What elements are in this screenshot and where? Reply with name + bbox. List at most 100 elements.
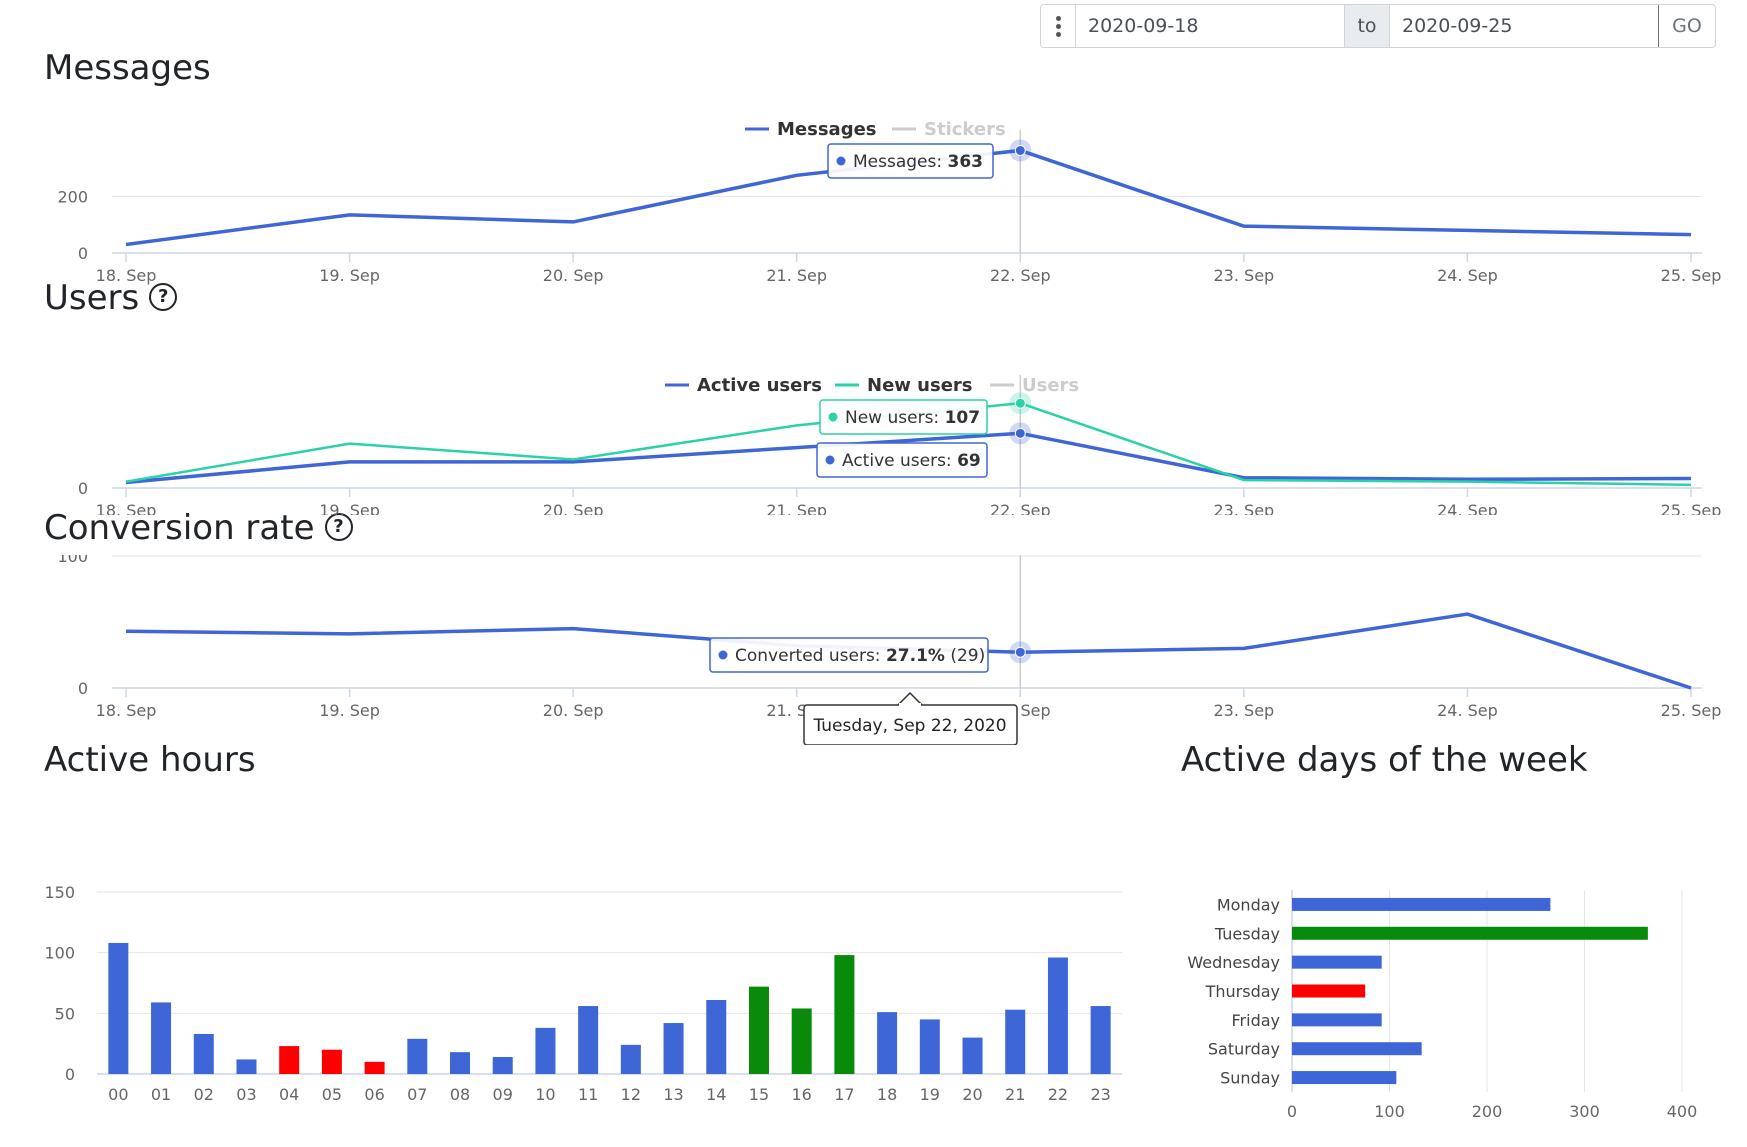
tooltip-label: Active users: bbox=[842, 451, 957, 471]
bar-hour-01 bbox=[151, 1002, 172, 1074]
x-tick-label: 05 bbox=[322, 1085, 342, 1104]
bar-hour-10 bbox=[535, 1027, 556, 1074]
bar-hour-08 bbox=[450, 1052, 471, 1074]
series-line-active-users bbox=[125, 431, 1692, 485]
bar-hour-19 bbox=[919, 1019, 940, 1074]
active-hours-chart: 0 50 100 150 00 01 02 03 04 05 06 07 08 09 10 11 12 13 14 1… bbox=[44, 883, 1122, 1104]
x-tick-label: 01 bbox=[151, 1085, 171, 1104]
tooltip: New users: 107 bbox=[819, 399, 988, 435]
bar-day-monday bbox=[1292, 897, 1551, 911]
bar-hour-05 bbox=[321, 1049, 342, 1074]
x-tick-label: 19. Sep bbox=[319, 701, 380, 720]
tooltip-text: New users: 107 bbox=[845, 408, 980, 428]
tooltip-text: Converted users: 27.1% (29) bbox=[735, 646, 985, 666]
bar-day-wednesday bbox=[1292, 955, 1382, 969]
y-tick-label: 0 bbox=[65, 1065, 75, 1084]
y-tick-label: Tuesday bbox=[1214, 924, 1280, 943]
bar-hour-23 bbox=[1090, 1006, 1111, 1074]
conversion-title-row: Conversion rate? bbox=[44, 508, 353, 548]
x-tick-label: 13 bbox=[663, 1085, 683, 1104]
y-tick-label: Thursday bbox=[1205, 982, 1280, 1001]
bar-hour-20 bbox=[962, 1037, 983, 1074]
bar-hour-11 bbox=[578, 1006, 599, 1074]
y-tick-label: 100 bbox=[44, 944, 75, 963]
bar-day-friday bbox=[1292, 1013, 1382, 1027]
x-tick-label: 18. Sep bbox=[96, 501, 157, 515]
y-tick-label: Monday bbox=[1217, 895, 1280, 914]
x-tick-label: 23. Sep bbox=[1214, 501, 1275, 515]
tooltip-text: Active users: 69 bbox=[842, 451, 981, 471]
y-tick-label: 200 bbox=[57, 188, 88, 207]
x-tick-label: 04 bbox=[279, 1085, 299, 1104]
tooltip-marker bbox=[828, 412, 838, 422]
x-tick-label: 25. Sep bbox=[1661, 701, 1722, 720]
x-tick-label: 25. Sep bbox=[1661, 501, 1722, 515]
bar-hour-15 bbox=[748, 986, 769, 1074]
x-tick-label: 12 bbox=[621, 1085, 641, 1104]
x-tick-label: 24. Sep bbox=[1437, 501, 1498, 515]
y-tick-label: Sunday bbox=[1220, 1069, 1280, 1088]
dot-icon bbox=[1055, 15, 1061, 21]
bar-day-tuesday bbox=[1292, 926, 1648, 940]
x-tick-label: 19 bbox=[920, 1085, 940, 1104]
x-tick-label: 10 bbox=[535, 1085, 555, 1104]
y-tick-label: 100 bbox=[57, 555, 88, 566]
x-tick-label: 06 bbox=[364, 1085, 384, 1104]
date-range-separator: to bbox=[1344, 5, 1390, 47]
x-tick-label: 100 bbox=[1374, 1102, 1405, 1121]
x-tick-label: 20. Sep bbox=[543, 266, 604, 285]
end-date-input[interactable]: 2020-09-25 bbox=[1402, 15, 1513, 37]
bar-hour-14 bbox=[706, 999, 727, 1074]
start-date-input[interactable]: 2020-09-18 bbox=[1088, 15, 1199, 37]
x-tick-label: 11 bbox=[578, 1085, 598, 1104]
x-tick-label: 23. Sep bbox=[1214, 266, 1275, 285]
bar-hour-21 bbox=[1005, 1009, 1026, 1074]
tooltip-value: 107 bbox=[945, 408, 981, 428]
active-days-chart: 0 100 200 300 400 Monday Tuesday Wednesday Thurs… bbox=[1187, 890, 1698, 1121]
conversion-title: Conversion rate bbox=[44, 508, 315, 548]
x-tick-label: 300 bbox=[1569, 1102, 1600, 1121]
x-tick-label: 24. Sep bbox=[1437, 266, 1498, 285]
y-tick-label: Friday bbox=[1232, 1011, 1281, 1030]
tooltip-marker bbox=[718, 650, 728, 660]
tooltip-box bbox=[819, 399, 988, 435]
bar-hour-09 bbox=[492, 1057, 513, 1074]
legend-item-users[interactable]: Users bbox=[990, 375, 1079, 396]
tooltip-box bbox=[816, 442, 988, 478]
bar-hour-03 bbox=[236, 1059, 257, 1074]
x-tick-label: 24. Sep bbox=[1437, 701, 1498, 720]
x-tick-label: 14 bbox=[706, 1085, 726, 1104]
legend-item-active-users[interactable]: Active users bbox=[665, 375, 822, 396]
date-range-picker: 2020-09-18 to 2020-09-25 GO bbox=[1040, 4, 1716, 48]
data-point bbox=[1014, 427, 1026, 439]
legend-label: Messages bbox=[777, 119, 877, 140]
legend-item-messages[interactable]: Messages bbox=[745, 119, 877, 140]
legend-item-new-users[interactable]: New users bbox=[835, 375, 973, 396]
y-tick-label: Saturday bbox=[1208, 1040, 1280, 1059]
bar-hour-17 bbox=[834, 955, 855, 1074]
tooltip: Active users: 69 bbox=[816, 442, 988, 478]
x-tick-label: 18. Sep bbox=[96, 701, 157, 720]
x-tick-label: 20. Sep bbox=[543, 701, 604, 720]
x-tick-label: 22. Sep bbox=[990, 501, 1051, 515]
x-tick-label: 400 bbox=[1667, 1102, 1698, 1121]
data-point bbox=[1014, 397, 1026, 409]
help-icon[interactable]: ? bbox=[149, 282, 178, 311]
users-title-row: Users? bbox=[44, 278, 178, 318]
tooltip: Converted users: 27.1% (29) bbox=[709, 637, 989, 673]
bar-hour-02 bbox=[193, 1033, 214, 1074]
bar-hour-00 bbox=[108, 942, 129, 1074]
legend-item-stickers[interactable]: Stickers bbox=[892, 119, 1006, 140]
bar-hour-13 bbox=[663, 1023, 684, 1074]
date-range-menu-button[interactable] bbox=[1041, 5, 1076, 47]
tooltip-label: Converted users: bbox=[735, 646, 886, 666]
x-tick-label: 21. Sep bbox=[766, 501, 827, 515]
dot-icon bbox=[1055, 31, 1061, 37]
x-tick-label: 21 bbox=[1005, 1085, 1025, 1104]
y-tick-label: 50 bbox=[55, 1004, 75, 1023]
dot-icon bbox=[1055, 23, 1061, 29]
go-button[interactable]: GO bbox=[1658, 5, 1715, 47]
messages-title: Messages bbox=[44, 48, 211, 88]
help-icon[interactable]: ? bbox=[324, 512, 353, 541]
